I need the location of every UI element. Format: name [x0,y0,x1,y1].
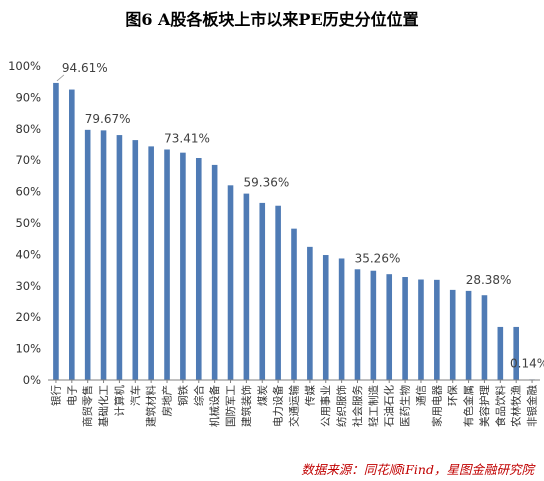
bar [84,129,91,380]
bar [338,258,345,380]
x-tick-label: 有色金属 [462,385,475,427]
x-tick-label: 房地产 [161,385,174,417]
bar [132,140,139,380]
data-label: 94.61% [62,61,108,75]
x-tick-label: 综合 [192,385,205,406]
bar [180,152,186,380]
data-label: 79.67% [85,112,131,126]
bar [211,164,218,380]
bar [69,89,75,381]
x-tick-label: 环保 [446,385,459,406]
data-labels: 94.61% 79.67% 73.41% 59.36% 35.26% 28.38% 0.14… [62,61,544,371]
data-label: 59.36% [244,176,290,190]
leader-lines [56,74,65,82]
y-axis: 0% 10% 20% 30% 40% 50% 60% 70% 80% 90% 100% [8,59,41,387]
chart-title: 图6 A股各板块上市以来PE历史分位位置 [125,10,419,29]
y-tick-label: 70% [15,153,41,167]
bar [370,270,377,380]
y-tick-label: 20% [15,310,41,324]
data-label: 35.26% [355,251,401,265]
y-tick-label: 60% [15,185,41,199]
x-tick-label: 建筑装饰 [240,385,253,427]
y-tick-label: 80% [15,122,41,136]
x-tick-label: 社会服务 [351,385,364,427]
bar [481,295,488,380]
x-tick-label: 食品饮料 [494,385,507,427]
y-tick-label: 30% [15,279,41,293]
bar [513,326,519,380]
bar [275,205,281,380]
bar-series [53,82,535,381]
x-tick-label: 交通运输 [288,385,301,427]
x-tick-label: 煤炭 [256,385,269,406]
x-tick-label: 公用事业 [319,385,332,427]
x-tick-label: 银行 [49,385,62,406]
bar [497,326,504,380]
bar [354,269,361,380]
x-tick-label: 轻工制造 [367,385,380,427]
bar [291,228,297,380]
x-tick-label: 商贸零售 [81,385,94,427]
x-tick-label: 建筑材料 [145,385,158,427]
x-tick-label: 汽车 [129,385,142,406]
x-tick-label: 基础化工 [97,385,110,427]
y-tick-label: 100% [8,59,41,73]
x-tick-label: 传媒 [303,385,316,406]
x-tick-label: 石油石化 [383,385,396,427]
bar [53,82,59,381]
x-tick-label: 钢铁 [176,385,189,406]
bar [418,279,424,380]
bar [386,274,393,380]
source-note: 数据来源：同花顺iFind，星图金融研究院 [301,462,534,477]
y-tick-label: 50% [15,216,41,230]
x-tick-label: 电力设备 [272,385,285,427]
data-label: 73.41% [164,131,210,145]
y-tick-label: 0% [23,373,41,387]
x-tick-label: 计算机 [113,385,126,417]
x-tick-label: 美容护理 [478,385,491,427]
x-tick-label: 非银金融 [526,385,539,427]
bar [164,149,170,380]
bar [259,202,266,380]
x-tick-label: 医药生物 [399,385,412,427]
bar [243,193,250,380]
x-tick-label: 纺织服饰 [335,385,348,427]
bar [116,135,123,380]
x-axis: 银行 电子 商贸零售 基础化工 计算机 汽车 建筑材料 房地产 钢铁 综合 机械设备 国防军工 建筑装饰… [49,380,539,427]
leader-line [56,74,65,82]
bar [307,246,313,380]
x-tick-label: 国防军工 [224,385,237,427]
bar [148,146,154,380]
bar [227,185,234,380]
bar [402,277,408,380]
x-tick-label: 家用电器 [430,385,443,427]
data-label: 0.14% [510,357,544,371]
x-tick-label: 机械设备 [208,385,221,427]
x-tick-label: 通信 [415,385,427,406]
bar [449,289,456,380]
bar [195,158,202,380]
x-tick-label: 农林牧渔 [510,385,523,427]
bar [434,279,440,380]
y-tick-label: 40% [15,247,41,261]
y-tick-label: 10% [15,342,41,356]
bar [322,255,329,380]
bar [465,290,472,380]
bar [100,130,107,380]
y-tick-label: 90% [15,90,41,104]
data-label: 28.38% [466,273,512,287]
x-tick-label: 电子 [65,385,78,406]
